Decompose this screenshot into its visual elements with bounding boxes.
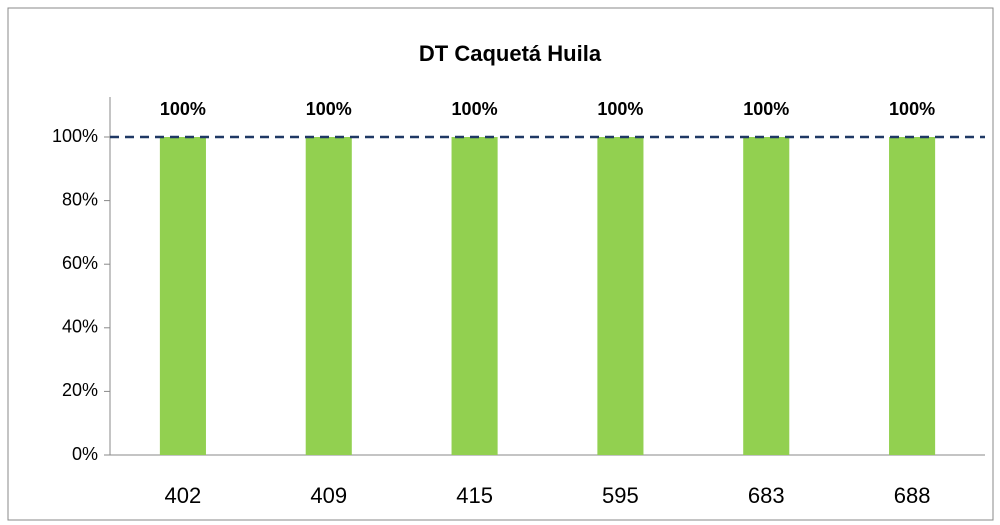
bar [743, 137, 790, 455]
value-label: 100% [452, 99, 498, 119]
y-tick-label: 40% [62, 317, 98, 337]
y-tick-label: 20% [62, 380, 98, 400]
bar [597, 137, 644, 455]
x-tick-label: 402 [165, 483, 202, 508]
y-tick-label: 0% [72, 444, 98, 464]
x-tick-label: 683 [748, 483, 785, 508]
bar [451, 137, 498, 455]
y-tick-label: 100% [52, 126, 98, 146]
y-tick-label: 80% [62, 189, 98, 209]
x-tick-label: 409 [310, 483, 347, 508]
value-label: 100% [597, 99, 643, 119]
chart-title: DT Caquetá Huila [419, 41, 602, 66]
bar [889, 137, 936, 455]
x-tick-label: 415 [456, 483, 493, 508]
value-label: 100% [306, 99, 352, 119]
x-tick-label: 595 [602, 483, 639, 508]
value-label: 100% [889, 99, 935, 119]
bar [159, 137, 206, 455]
chart-border [7, 7, 994, 521]
x-tick-label: 688 [894, 483, 931, 508]
bar [305, 137, 352, 455]
value-label: 100% [743, 99, 789, 119]
value-label: 100% [160, 99, 206, 119]
y-tick-label: 60% [62, 253, 98, 273]
